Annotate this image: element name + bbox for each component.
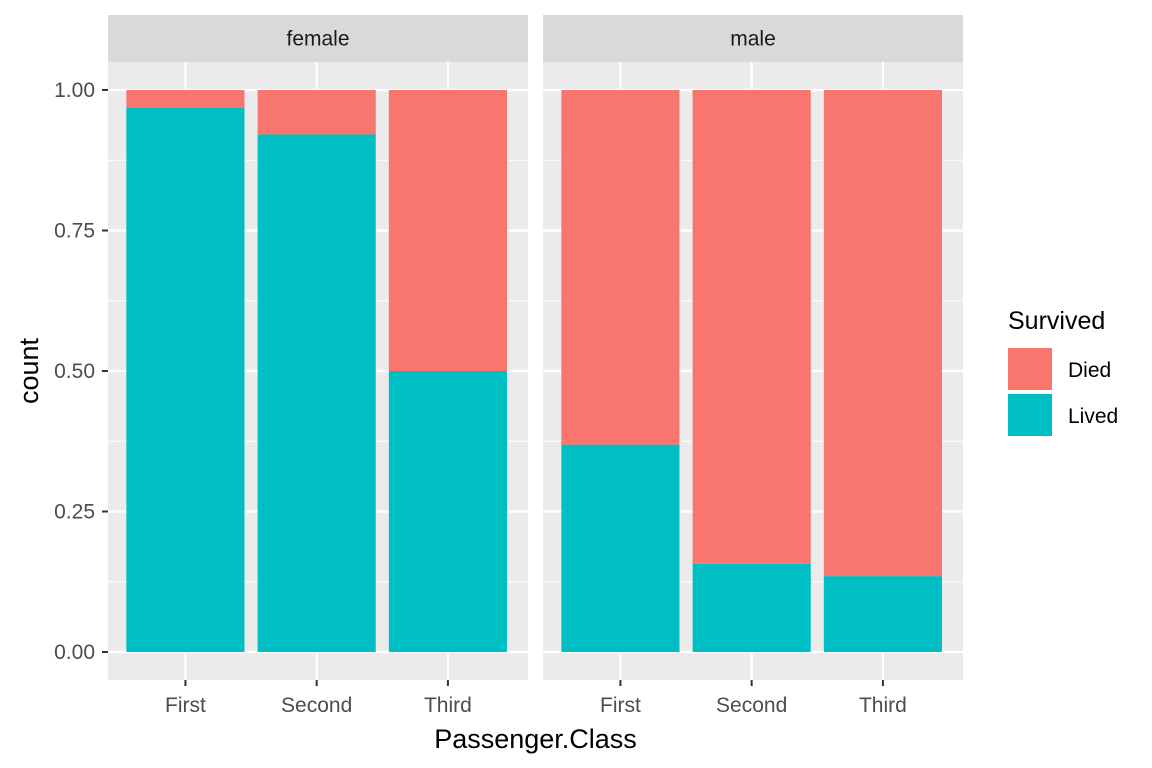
x-tick-label: Third [859,694,907,717]
bar-male-Third-lived [823,576,942,652]
facet-strip [543,15,963,62]
legend-label-died: Died [1068,359,1111,382]
legend-key-died [1008,348,1052,390]
legend-label-lived: Lived [1068,405,1118,428]
bar-female-Second-died [257,90,376,135]
bar-male-Second-lived [692,563,811,652]
x-tick-label: First [600,694,641,717]
y-axis-title: count [14,337,44,404]
bar-male-Third-died [823,90,942,577]
x-tick-label: First [165,694,206,717]
x-tick-label: Third [424,694,472,717]
x-tick-label: Second [716,694,787,717]
bar-female-First-died [126,90,245,108]
bar-female-First-lived [126,107,245,652]
bar-female-Third-died [388,90,507,371]
facet-panel-male: male First Second Third [543,15,963,717]
bar-male-Second-died [692,90,811,564]
facet-strip-label: male [730,28,776,51]
bar-female-Third-lived [388,371,507,652]
bar-male-First-died [561,90,680,445]
facet-panel-female: female First Second Third [108,15,528,717]
bar-female-Second-lived [257,134,376,652]
facet-strip [108,15,528,62]
x-tick-label: Second [281,694,352,717]
legend: Survived Died Lived [1008,307,1118,436]
y-tick-label: 0.75 [54,220,95,243]
bar-male-First-lived [561,444,680,652]
x-axis-title: Passenger.Class [434,724,637,754]
legend-key-lived [1008,394,1052,436]
y-tick-label: 0.50 [54,360,95,383]
legend-title: Survived [1008,307,1105,335]
y-tick-label: 0.25 [54,501,95,524]
y-tick-label: 1.00 [54,79,95,102]
y-tick-label: 0.00 [54,641,95,664]
facet-strip-label: female [286,28,349,51]
